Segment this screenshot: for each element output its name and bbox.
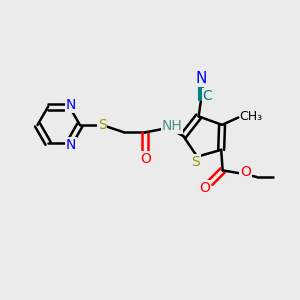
Text: O: O bbox=[240, 165, 251, 179]
Text: O: O bbox=[200, 181, 210, 195]
Text: N: N bbox=[66, 138, 76, 152]
Text: S: S bbox=[191, 155, 200, 169]
Text: O: O bbox=[140, 152, 151, 166]
Text: N: N bbox=[66, 98, 76, 112]
Text: S: S bbox=[98, 118, 106, 132]
Text: NH: NH bbox=[161, 119, 182, 134]
Text: C: C bbox=[202, 89, 212, 103]
Text: N: N bbox=[195, 71, 207, 86]
Text: CH₃: CH₃ bbox=[240, 110, 263, 123]
